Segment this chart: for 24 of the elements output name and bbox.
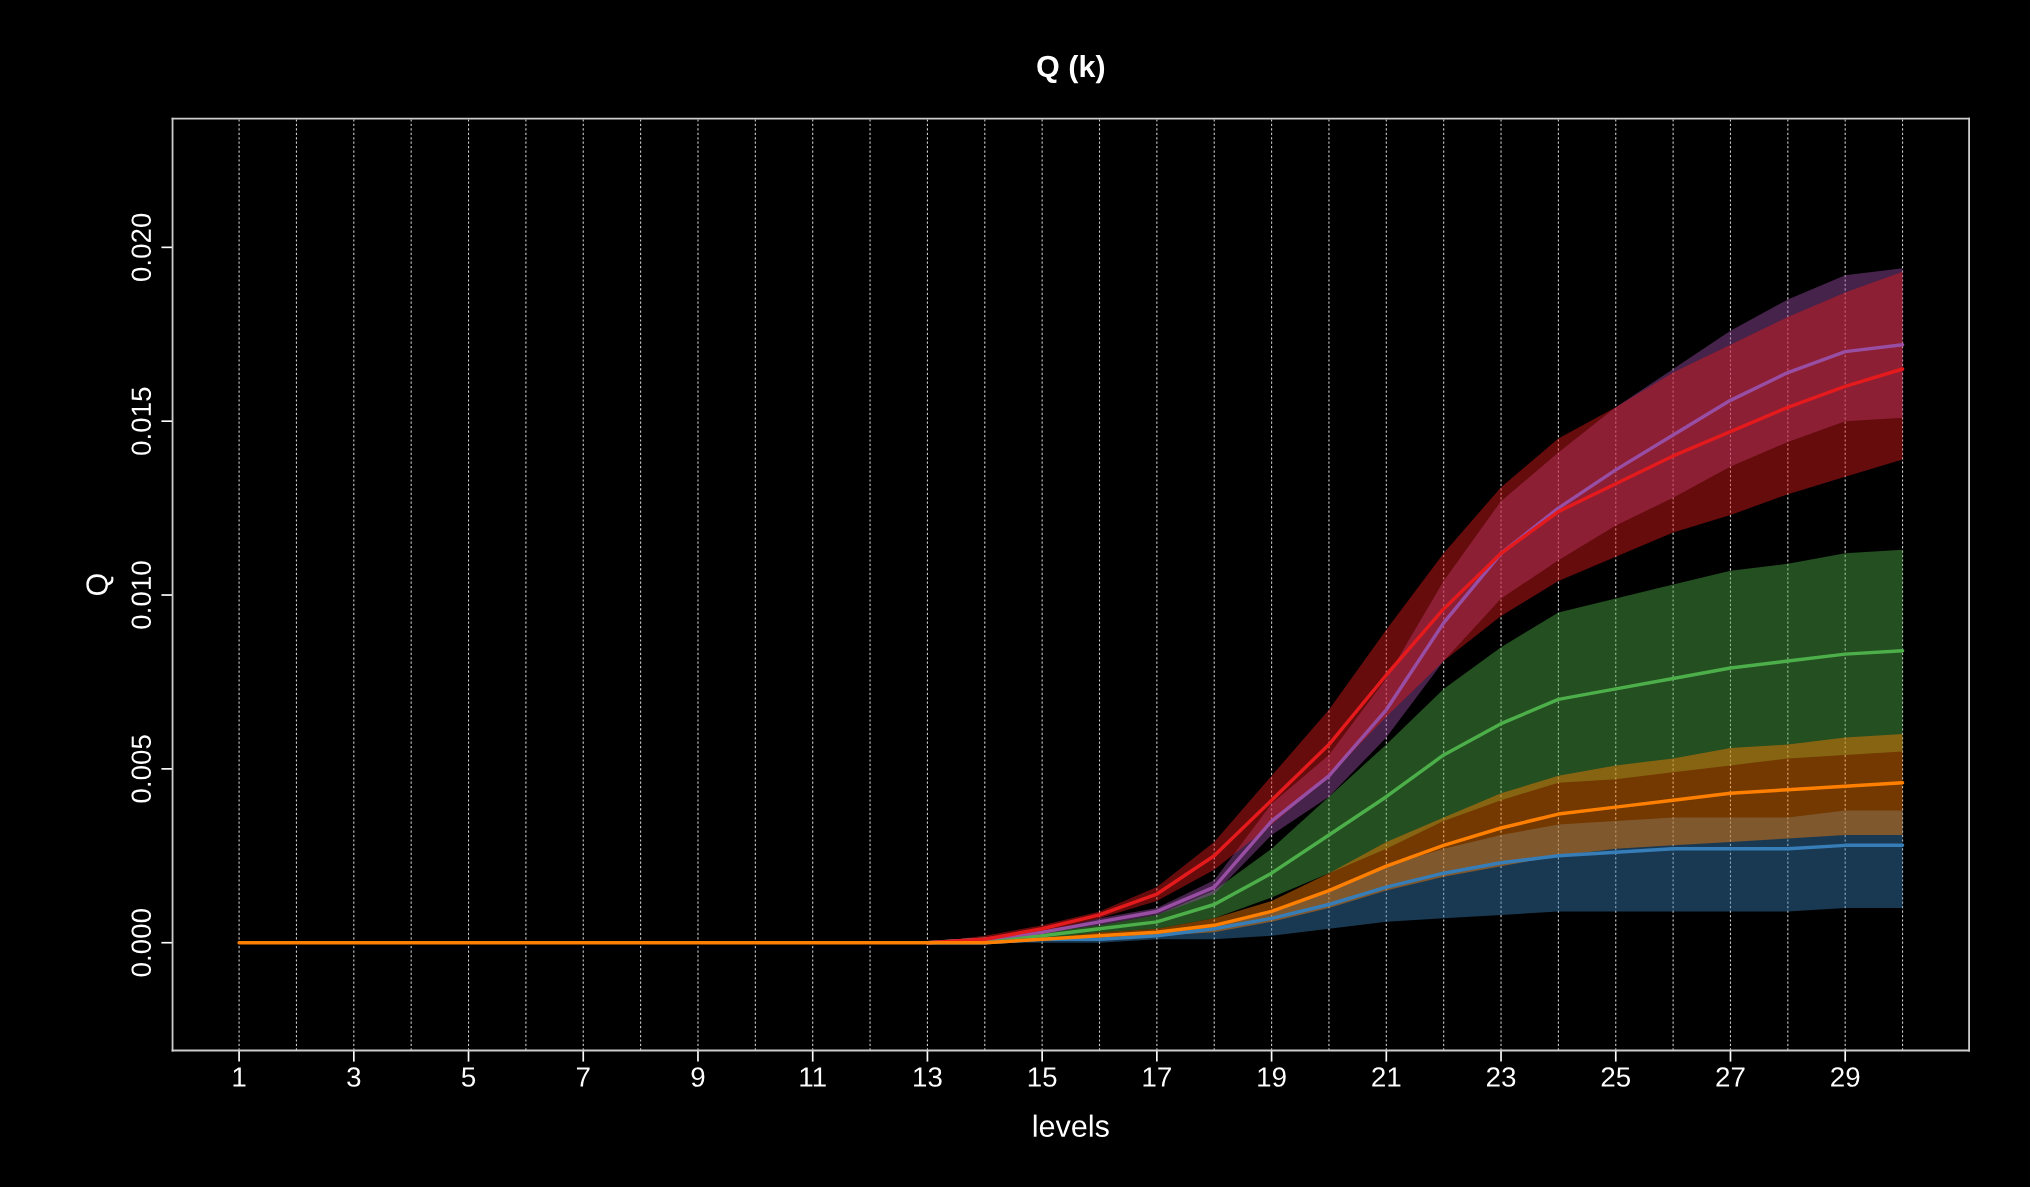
y-tick-label: 0.010 [131,561,152,629]
x-axis-title: levels [1033,1114,1109,1138]
y-tick-label: 0.000 [131,909,152,977]
x-tick-label: 17 [1143,1067,1171,1087]
chart-title: Q (k) [1037,54,1105,84]
x-tick-label: 5 [461,1067,476,1087]
x-tick-label: 15 [1028,1067,1057,1087]
x-tick-label: 29 [1831,1067,1860,1087]
y-tick-label: 0.020 [131,213,152,282]
x-tick-label: 3 [347,1067,361,1087]
x-tick-label: 27 [1716,1067,1745,1087]
x-tick-label: 13 [914,1067,942,1087]
x-tick-label: 25 [1601,1067,1631,1087]
x-tick-label: 9 [691,1067,705,1087]
x-tick-label: 23 [1486,1067,1516,1087]
y-tick-label: 0.005 [131,735,152,803]
y-tick-label: 0.015 [131,387,152,455]
x-tick-label: 1 [233,1067,246,1087]
line-series [237,781,1905,945]
x-tick-label: 21 [1372,1067,1401,1087]
x-tick-label: 7 [576,1067,590,1087]
y-axis-title: Q [86,574,114,596]
x-tick-label: 19 [1258,1067,1286,1087]
x-tick-label: 11 [800,1067,826,1087]
